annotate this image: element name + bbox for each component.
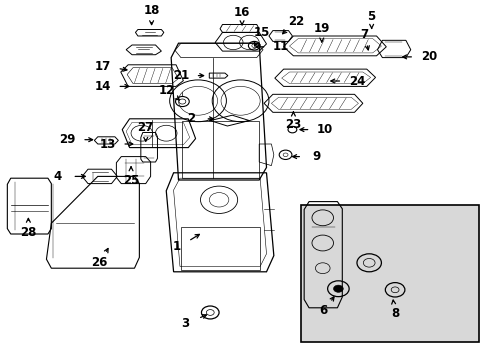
- Text: 26: 26: [91, 256, 108, 269]
- Text: 1: 1: [173, 240, 181, 253]
- Text: 17: 17: [95, 60, 111, 73]
- Text: 7: 7: [360, 28, 367, 41]
- Bar: [181, 227, 260, 270]
- Text: 22: 22: [287, 15, 304, 28]
- Text: 20: 20: [420, 50, 436, 63]
- Text: 24: 24: [348, 75, 365, 87]
- Text: 15: 15: [253, 26, 269, 39]
- Text: 3: 3: [181, 317, 189, 330]
- Text: 6: 6: [319, 304, 327, 317]
- Bar: [182, 121, 259, 178]
- Text: 16: 16: [233, 6, 250, 19]
- Text: 5: 5: [367, 10, 375, 23]
- Text: 13: 13: [99, 138, 116, 150]
- Text: 14: 14: [94, 80, 111, 93]
- Bar: [300, 205, 478, 342]
- Text: 19: 19: [313, 22, 329, 35]
- Text: 25: 25: [122, 174, 139, 186]
- Text: 18: 18: [143, 4, 160, 17]
- Text: 29: 29: [59, 133, 76, 146]
- Text: 8: 8: [390, 307, 398, 320]
- Text: 10: 10: [316, 123, 333, 136]
- Text: 12: 12: [158, 84, 174, 97]
- Text: 28: 28: [20, 226, 37, 239]
- Text: 11: 11: [272, 40, 289, 53]
- Text: 23: 23: [285, 118, 301, 131]
- Text: 27: 27: [137, 121, 154, 134]
- Circle shape: [333, 285, 343, 292]
- Text: 2: 2: [186, 112, 194, 125]
- Text: 21: 21: [172, 69, 189, 82]
- Text: 4: 4: [54, 170, 61, 183]
- Text: 9: 9: [312, 150, 320, 163]
